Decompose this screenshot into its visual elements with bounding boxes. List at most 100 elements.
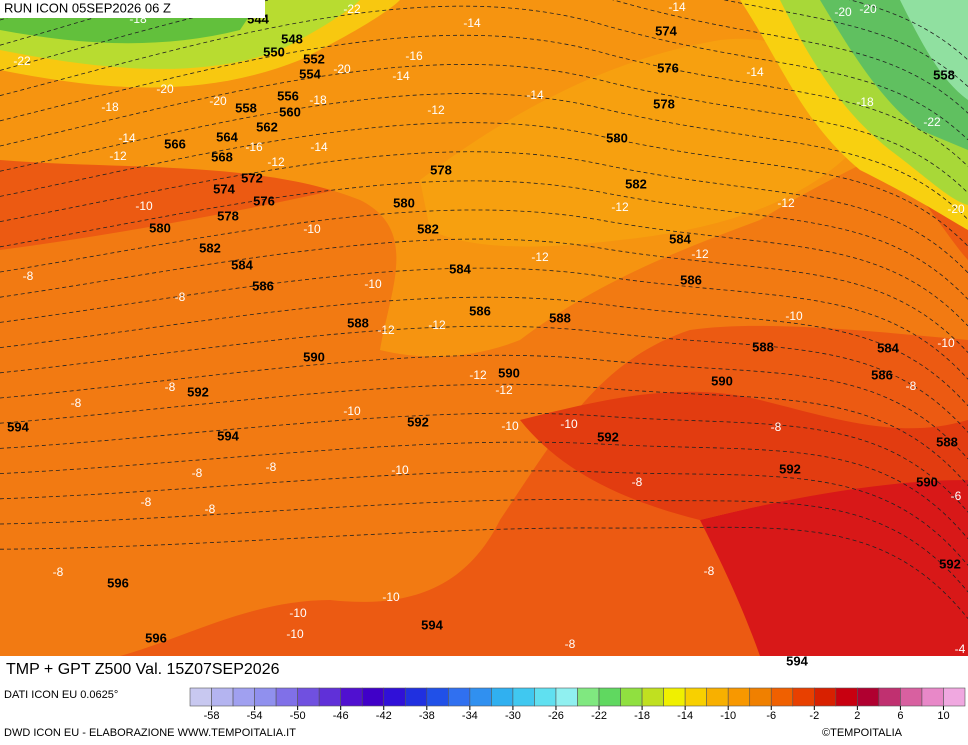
tmp-label: -8 xyxy=(906,379,917,393)
colorbar-swatch xyxy=(275,687,298,707)
gpt-label: 554 xyxy=(299,66,321,81)
colorbar-tick-label: -58 xyxy=(204,710,220,722)
tmp-label: -8 xyxy=(205,502,216,516)
gpt-label: 594 xyxy=(786,653,808,668)
gpt-label: 582 xyxy=(625,176,647,191)
colorbar-swatch xyxy=(684,687,707,707)
tmp-label: -20 xyxy=(333,62,351,76)
gpt-label: 580 xyxy=(393,195,415,210)
gpt-label: 586 xyxy=(871,367,893,382)
gpt-label: 578 xyxy=(653,96,675,111)
tmp-label: -20 xyxy=(209,94,227,108)
gpt-label: 594 xyxy=(217,428,239,443)
tmp-label: -8 xyxy=(165,380,176,394)
contour-line xyxy=(0,64,968,194)
tmp-label: -22 xyxy=(13,54,31,68)
colorbar-swatch xyxy=(577,687,600,707)
tmp-label: -20 xyxy=(156,82,174,96)
contour-line xyxy=(0,499,968,593)
run-box xyxy=(0,0,265,18)
contour-line xyxy=(0,267,968,380)
tmp-label: -10 xyxy=(303,222,321,236)
gpt-label: 586 xyxy=(680,272,702,287)
tmp-label: -10 xyxy=(364,277,382,291)
gpt-label: 548 xyxy=(281,31,303,46)
tmp-label: -20 xyxy=(859,2,877,16)
colorbar-swatch xyxy=(426,687,449,707)
gpt-label: 588 xyxy=(347,315,369,330)
tmp-label: -12 xyxy=(377,323,395,337)
colorbar: -58 -54 -50 -46 -42 -38 -34 -30 -26 -22 -18 -14 -10-… xyxy=(189,687,966,722)
colorbar-swatch xyxy=(857,687,880,707)
gpt-label: 560 xyxy=(279,104,301,119)
colorbar-swatch xyxy=(232,687,255,707)
tmp-label: -12 xyxy=(428,318,446,332)
colorbar-tick-label: -26 xyxy=(548,710,564,722)
tmp-label: -14 xyxy=(392,69,410,83)
tmp-label: -16 xyxy=(405,49,423,63)
gpt-label: 592 xyxy=(939,556,961,571)
tmp-label: -22 xyxy=(923,115,941,129)
tmp-label: -12 xyxy=(267,155,285,169)
tmp-label: -8 xyxy=(71,396,82,410)
gpt-label: 578 xyxy=(430,162,452,177)
tmp-label: -8 xyxy=(632,475,643,489)
tmp-label: -8 xyxy=(266,460,277,474)
colorbar-tick-label: -6 xyxy=(766,710,776,722)
gpt-label: 568 xyxy=(211,149,233,164)
title-box xyxy=(0,656,414,684)
colorbar-tick-label: -18 xyxy=(634,710,650,722)
colorbar-swatch xyxy=(448,687,471,707)
tmp-label: -20 xyxy=(834,5,852,19)
colorbar-swatch xyxy=(749,687,772,707)
gpt-label: 592 xyxy=(597,429,619,444)
tmp-label: -10 xyxy=(560,417,578,431)
colorbar-swatch xyxy=(211,687,234,707)
gpt-label: 556 xyxy=(277,88,299,103)
map-background xyxy=(0,0,968,657)
gpt-label: 552 xyxy=(303,51,325,66)
colorbar-tick-label: -50 xyxy=(290,710,306,722)
tmp-label: -10 xyxy=(286,627,304,641)
colorbar-tick-label: -34 xyxy=(462,710,478,722)
tmp-label: -8 xyxy=(141,495,152,509)
contour-line xyxy=(0,209,968,327)
tmp-label: -10 xyxy=(382,590,400,604)
colorbar-tick-label: 6 xyxy=(897,710,903,722)
colorbar-tick-label: -14 xyxy=(677,710,693,722)
tmp-label: -6 xyxy=(951,489,962,503)
colorbar-swatch xyxy=(318,687,341,707)
tmp-label: -10 xyxy=(343,404,361,418)
gpt-label: 574 xyxy=(655,23,677,38)
colorbar-swatch xyxy=(340,687,363,707)
tmp-label: -12 xyxy=(427,103,445,117)
contour-line xyxy=(0,34,968,167)
colorbar-swatch xyxy=(921,687,944,707)
gpt-label: 580 xyxy=(606,130,628,145)
contour-line xyxy=(0,441,968,540)
colorbar-swatch xyxy=(770,687,794,707)
contour-line xyxy=(0,238,968,353)
colorbar-swatch xyxy=(555,687,578,707)
copyright-label: ©TEMPOITALIA xyxy=(822,727,903,739)
tmp-label: -14 xyxy=(668,0,686,14)
colorbar-swatch xyxy=(620,687,643,707)
contour-lines xyxy=(0,0,968,619)
contour-line xyxy=(0,180,968,300)
contour-line xyxy=(0,470,968,566)
tmp-label: -12 xyxy=(469,368,487,382)
tmp-label: -10 xyxy=(289,606,307,620)
colorbar-swatch xyxy=(512,687,535,707)
colorbar-swatch xyxy=(254,687,277,707)
colorbar-swatch xyxy=(835,687,858,707)
gpt-label: 596 xyxy=(107,575,129,590)
tmp-label: -18 xyxy=(309,93,327,107)
contour-line xyxy=(0,412,968,513)
colorbar-swatch xyxy=(189,687,212,707)
tmp-label: -10 xyxy=(135,199,153,213)
gpt-label: 592 xyxy=(187,384,209,399)
tmp-label: -8 xyxy=(23,269,34,283)
gpt-label: 564 xyxy=(216,129,238,144)
colorbar-swatch xyxy=(534,687,557,707)
